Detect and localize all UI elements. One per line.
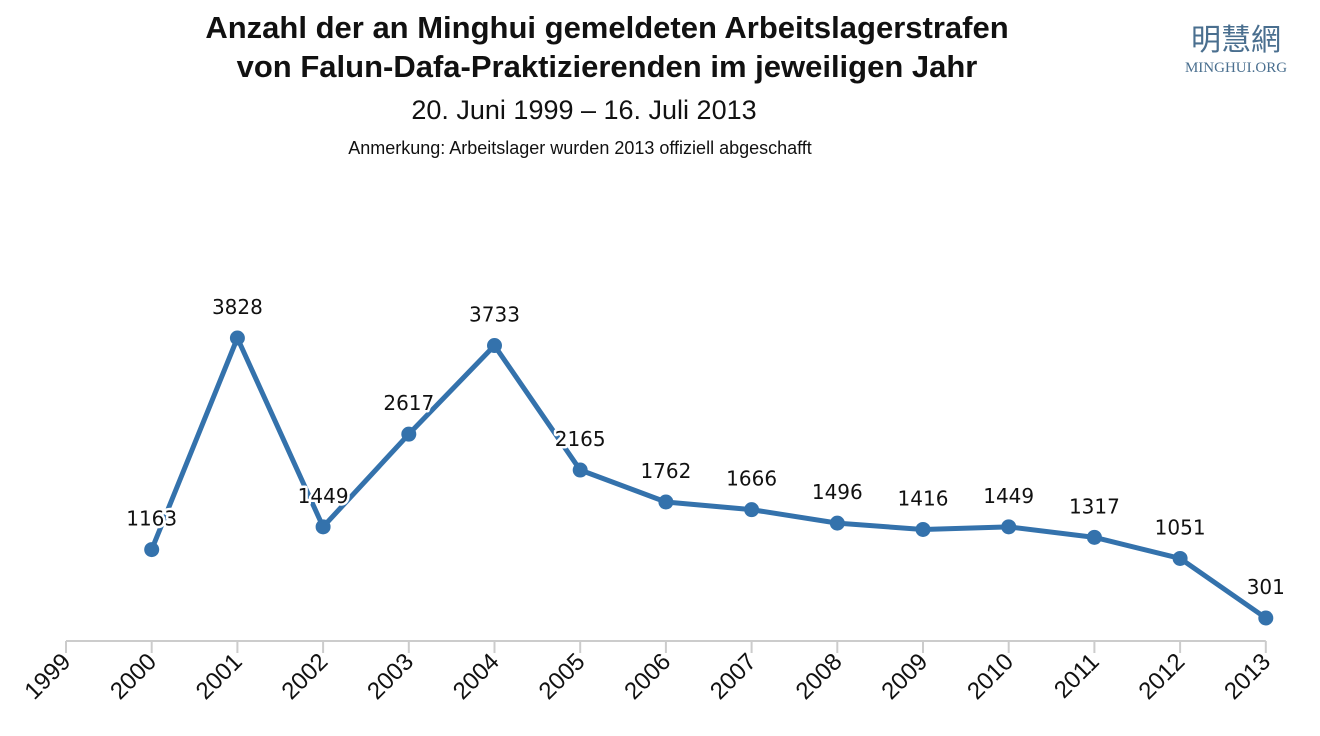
- series-line: [149, 335, 1269, 621]
- data-point: [1001, 519, 1017, 535]
- data-label: 1449: [983, 484, 1034, 508]
- chart-title-line2: von Falun-Dafa-Praktizierenden im jeweil…: [237, 49, 978, 84]
- data-label: 1666: [726, 467, 777, 491]
- x-tick-label: 2010: [962, 648, 1019, 705]
- data-point: [1086, 529, 1102, 545]
- data-point: [229, 330, 245, 346]
- data-label: 1416: [898, 486, 949, 510]
- logo-chinese-text: 明慧網: [1191, 23, 1281, 58]
- data-point: [658, 494, 674, 510]
- data-point: [144, 542, 160, 558]
- logo-english-text: MINGHUI.ORG: [1185, 60, 1287, 76]
- x-tick-label: 2005: [534, 648, 591, 705]
- x-tick-label: 2013: [1219, 648, 1276, 705]
- data-label: 3828: [212, 295, 263, 319]
- data-point: [915, 521, 931, 537]
- data-label: 1163: [126, 507, 177, 531]
- x-tick-label: 2012: [1133, 648, 1190, 705]
- x-tick-label: 1999: [19, 648, 76, 705]
- data-label: 3733: [469, 303, 520, 327]
- chart-note: Anmerkung: Arbeitslager wurden 2013 offi…: [348, 138, 812, 158]
- x-tick-label: 2009: [876, 648, 933, 705]
- data-point: [1258, 610, 1274, 626]
- data-label: 301: [1247, 575, 1285, 599]
- x-tick-label: 2007: [705, 648, 762, 705]
- data-label: 2617: [383, 391, 434, 415]
- data-label: 1317: [1069, 494, 1120, 518]
- data-point: [315, 519, 331, 535]
- x-tick-label: 2000: [105, 648, 162, 705]
- x-axis: 1999 2000 2001 2002 2003 2004 2005 2006 2007 2008…: [19, 640, 1276, 705]
- data-point: [487, 338, 502, 354]
- data-point: [401, 426, 417, 442]
- x-tick-label: 2003: [362, 648, 419, 705]
- data-label: 1496: [812, 480, 863, 504]
- data-point: [829, 515, 845, 531]
- x-tick-label: 2004: [448, 648, 505, 705]
- minghui-logo: 明慧網 MINGHUI.ORG: [1185, 23, 1287, 76]
- chart-subtitle: 20. Juni 1999 – 16. Juli 2013: [411, 95, 756, 125]
- data-label: 1762: [640, 459, 691, 483]
- chart-titles: Anzahl der an Minghui gemeldeten Arbeits…: [205, 10, 1008, 158]
- data-label: 1051: [1155, 515, 1206, 539]
- data-label: 1449: [298, 484, 349, 508]
- data-point: [744, 502, 760, 518]
- x-tick-label: 2002: [276, 648, 333, 705]
- x-tick-label: 2011: [1049, 648, 1105, 704]
- data-point: [572, 462, 588, 478]
- x-tick-label: 2001: [191, 648, 248, 705]
- data-point: [1172, 550, 1188, 566]
- chart-title: Anzahl der an Minghui gemeldeten Arbeits…: [205, 10, 1008, 45]
- data-label: 2165: [555, 427, 606, 451]
- x-tick-label: 2008: [791, 648, 848, 705]
- x-tick-label: 2006: [619, 648, 676, 705]
- series-group: 1163 3828 1449 2617 3733 2165 1762 1666 1496 1416…: [124, 293, 1287, 626]
